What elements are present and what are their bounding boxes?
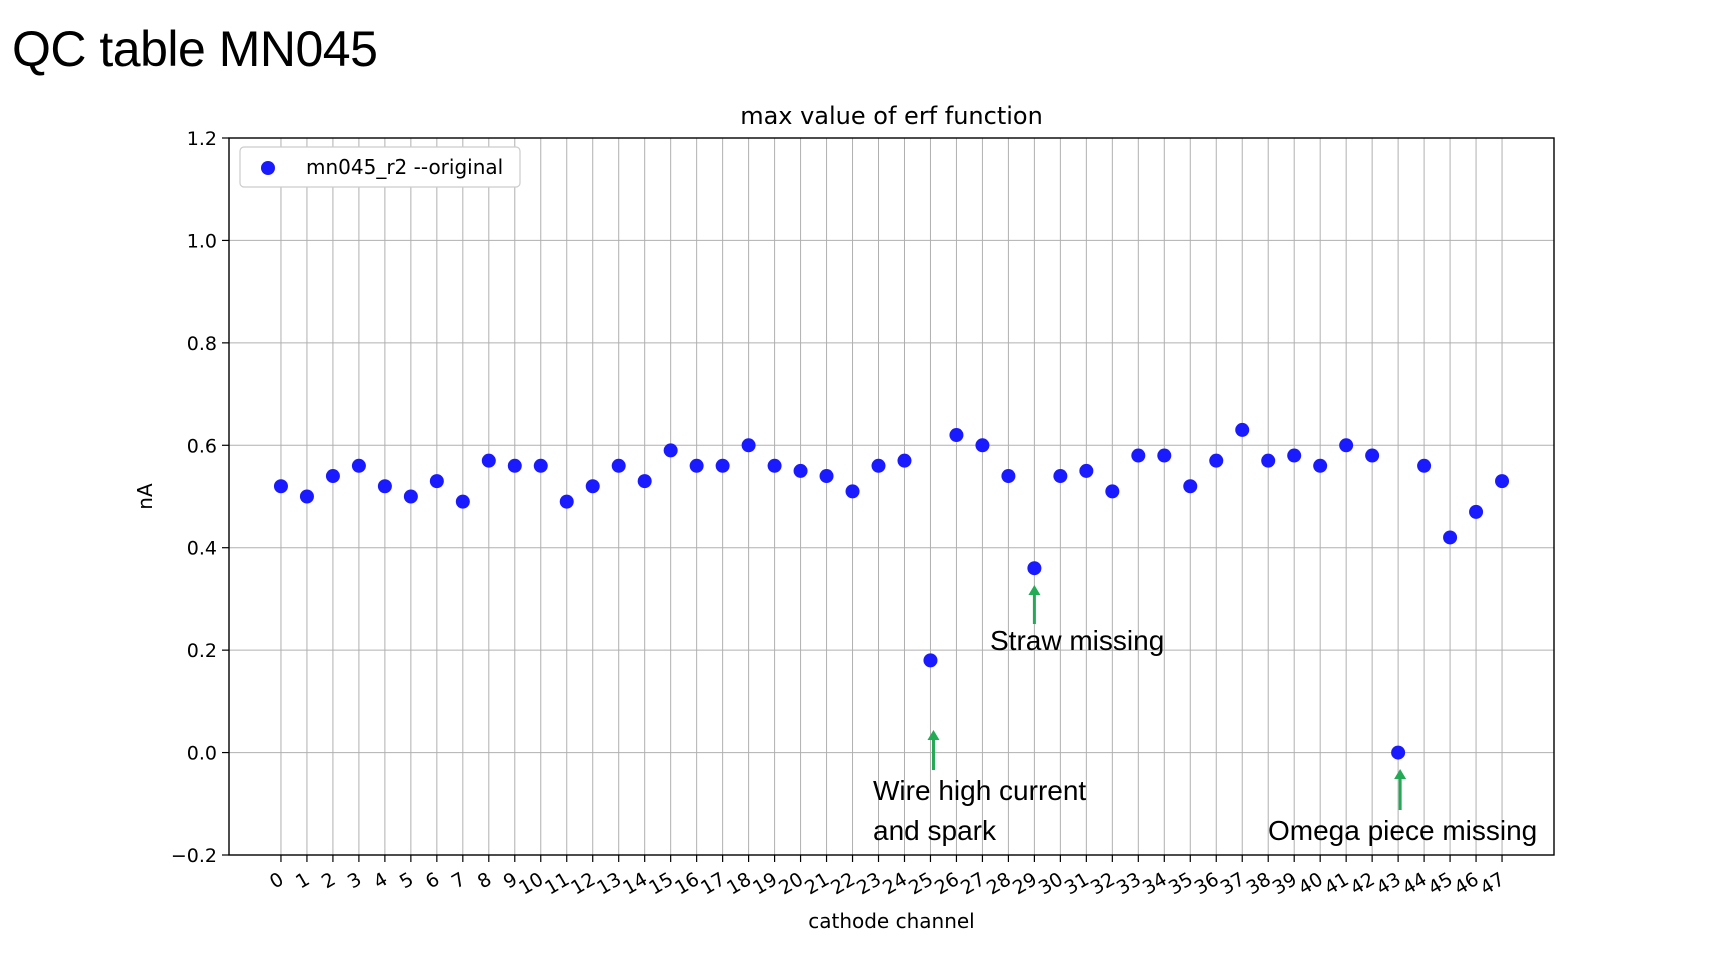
x-tick-label: 47 xyxy=(1477,868,1509,899)
data-point xyxy=(897,453,912,468)
data-point xyxy=(1495,474,1510,489)
legend-label: mn045_r2 --original xyxy=(306,155,503,179)
x-tick-label: 2 xyxy=(318,868,339,893)
data-point xyxy=(351,458,366,473)
data-point xyxy=(299,489,314,504)
data-point xyxy=(1365,448,1380,463)
data-point xyxy=(871,458,886,473)
data-point xyxy=(1313,458,1328,473)
annotation-omega-piece-missing: Omega piece missing xyxy=(1268,811,1537,851)
data-point xyxy=(325,469,340,484)
data-point xyxy=(611,458,626,473)
data-point xyxy=(429,474,444,489)
data-point xyxy=(949,428,964,443)
data-point xyxy=(845,484,860,499)
slide-title: QC table MN045 xyxy=(12,21,378,77)
data-point xyxy=(1469,504,1484,519)
data-point xyxy=(273,479,288,494)
y-tick-label: 1.0 xyxy=(187,230,217,252)
x-tick-label: 3 xyxy=(344,868,365,893)
y-axis-label: nA xyxy=(133,483,157,510)
data-point xyxy=(455,494,470,509)
x-tick-label: 7 xyxy=(448,868,469,893)
legend-marker xyxy=(261,161,275,175)
data-point xyxy=(793,463,808,478)
annotation-line: Wire high current xyxy=(873,775,1087,806)
data-point xyxy=(975,438,990,453)
data-point xyxy=(767,458,782,473)
arrow-channel-29-head xyxy=(1028,585,1041,595)
data-point xyxy=(1131,448,1146,463)
x-tick-label: 1 xyxy=(292,868,313,893)
data-point xyxy=(507,458,522,473)
data-point xyxy=(923,653,938,668)
annotation-straw-missing: Straw missing xyxy=(990,621,1164,661)
data-point xyxy=(1027,561,1042,576)
x-tick-label: 0 xyxy=(266,868,287,893)
chart-title: max value of erf function xyxy=(740,102,1043,130)
y-tick-label: 0.0 xyxy=(187,743,217,765)
x-axis-label: cathode channel xyxy=(808,909,975,933)
data-point xyxy=(377,479,392,494)
data-point xyxy=(1079,463,1094,478)
data-point xyxy=(819,469,834,484)
annotation-line: Omega piece missing xyxy=(1268,815,1538,846)
data-point xyxy=(481,453,496,468)
data-point xyxy=(741,438,756,453)
data-point xyxy=(1001,469,1016,484)
plot-frame xyxy=(228,137,1555,856)
x-tick-label: 5 xyxy=(396,868,417,893)
data-point xyxy=(1287,448,1302,463)
data-point xyxy=(1209,453,1224,468)
data-point xyxy=(1157,448,1172,463)
arrow-channel-43-head xyxy=(1394,769,1407,779)
x-tick-label: 4 xyxy=(370,868,391,893)
x-tick-label: 6 xyxy=(422,868,443,893)
data-point xyxy=(689,458,704,473)
data-point xyxy=(1183,479,1198,494)
data-point xyxy=(1261,453,1276,468)
data-point xyxy=(533,458,548,473)
y-tick-label: −0.2 xyxy=(171,845,217,867)
data-point xyxy=(585,479,600,494)
data-point xyxy=(403,489,418,504)
data-point xyxy=(1105,484,1120,499)
y-tick-label: 0.6 xyxy=(187,435,217,457)
data-point xyxy=(715,458,730,473)
y-tick-label: 0.2 xyxy=(187,640,217,662)
y-tick-label: 0.4 xyxy=(187,538,217,560)
data-point xyxy=(1053,469,1068,484)
data-point xyxy=(1391,745,1406,760)
data-point xyxy=(1417,458,1432,473)
y-tick-label: 1.2 xyxy=(187,128,217,150)
arrow-channel-25-head xyxy=(927,730,940,740)
legend-box xyxy=(239,146,521,188)
data-point xyxy=(1235,422,1250,437)
data-point xyxy=(1443,530,1458,545)
annotation-wire-high-current: Wire high current and spark xyxy=(873,771,1086,851)
annotation-line: Straw missing xyxy=(990,625,1165,656)
data-point xyxy=(663,443,678,458)
y-tick-label: 0.8 xyxy=(187,333,217,355)
data-point xyxy=(1339,438,1354,453)
data-point xyxy=(559,494,574,509)
annotation-line: and spark xyxy=(873,815,996,846)
data-point xyxy=(637,474,652,489)
x-tick-label: 8 xyxy=(474,868,495,893)
